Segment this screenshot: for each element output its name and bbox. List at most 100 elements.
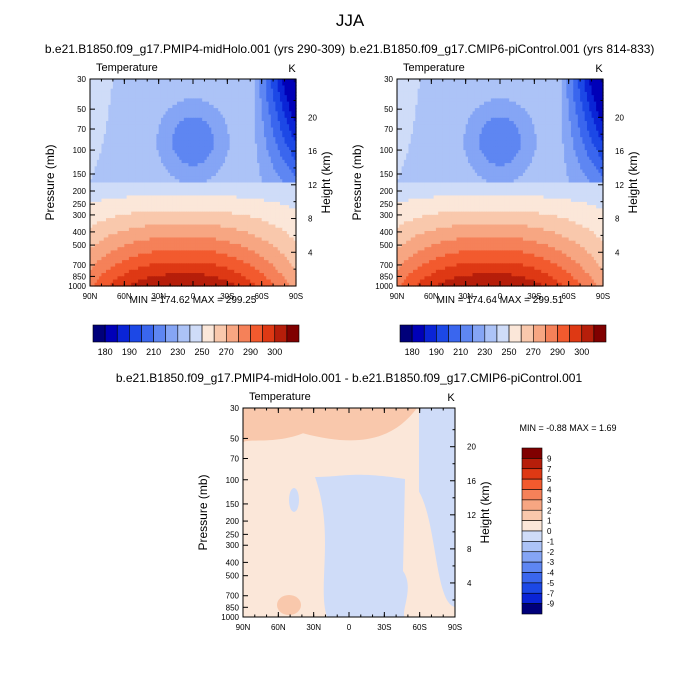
contour-cell [165, 214, 169, 219]
contour-cell [179, 243, 183, 248]
contour-cell [92, 185, 96, 190]
contour-cell [279, 163, 283, 167]
contour-cell [179, 111, 183, 116]
contour-cell [96, 182, 100, 187]
contour-cell [215, 227, 219, 232]
contour-cell [131, 211, 135, 216]
contour-cell [259, 176, 263, 180]
contour-cell [101, 150, 105, 154]
contour-cell [277, 98, 281, 103]
contour-cell [144, 150, 148, 154]
contour-cell [247, 124, 251, 129]
contour-cell [172, 91, 176, 96]
contour-cell [241, 224, 244, 229]
contour-cell [179, 114, 183, 119]
contour-cell [273, 240, 276, 245]
contour-cell [247, 224, 251, 229]
contour-cell [99, 192, 103, 197]
contour-cell [261, 124, 265, 129]
contour-cell [119, 153, 123, 158]
contour-cell [275, 150, 279, 154]
contour-cell [197, 95, 201, 99]
contour-cell [110, 208, 114, 213]
contour-cell [179, 146, 183, 151]
contour-cell [119, 179, 123, 184]
contour-cell [286, 98, 290, 103]
contour-cell [266, 250, 270, 255]
contour-cell [131, 221, 135, 226]
contour-cell [227, 114, 231, 119]
contour-cell [101, 146, 105, 151]
contour-cell [170, 188, 173, 193]
contour-cell [140, 156, 144, 161]
contour-cell [138, 150, 141, 154]
contour-cell [202, 101, 206, 106]
contour-cell [122, 150, 125, 154]
contour-cell [213, 234, 217, 239]
contour-cell [284, 240, 288, 245]
contour-cell [213, 163, 217, 167]
contour-cell [238, 159, 242, 164]
contour-cell [259, 117, 263, 122]
contour-cell [257, 205, 260, 209]
contour-cell [128, 88, 132, 93]
contour-cell [202, 208, 206, 213]
contour-cell [286, 117, 290, 122]
contour-cell [160, 169, 164, 174]
contour-cell [231, 95, 235, 99]
contour-cell [167, 247, 171, 252]
contour-cell [112, 192, 116, 197]
contour-cell [96, 221, 100, 226]
contour-cell [209, 127, 212, 132]
contour-cell [149, 169, 153, 174]
contour-cell [273, 218, 276, 222]
contour-cell [99, 108, 103, 112]
contour-cell [222, 218, 226, 222]
contour-cell [181, 114, 185, 119]
contour-cell [277, 137, 281, 142]
contour-cell [199, 104, 203, 109]
contour-cell [147, 205, 151, 209]
contour-cell [263, 121, 267, 125]
contour-cell [117, 156, 121, 161]
contour-cell [167, 127, 171, 132]
contour-cell [140, 172, 144, 177]
contour-cell [117, 79, 121, 83]
contour-cell [112, 79, 116, 83]
contour-cell [243, 101, 247, 106]
contour-cell [211, 85, 215, 90]
contour-cell [279, 133, 283, 138]
contour-cell [188, 159, 192, 164]
contour-cell [263, 182, 267, 187]
contour-cell [252, 208, 256, 213]
contour-cell [188, 79, 192, 83]
contour-cell [229, 234, 233, 239]
contour-cell [186, 231, 190, 235]
contour-cell [117, 133, 121, 138]
contour-cell [154, 163, 157, 167]
contour-cell [252, 98, 256, 103]
contour-cell [263, 201, 267, 206]
contour-cell [160, 166, 164, 171]
contour-cell [245, 176, 249, 180]
contour-cell [165, 224, 169, 229]
contour-cell [112, 114, 116, 119]
contour-cell [101, 182, 105, 187]
contour-cell [108, 247, 112, 252]
contour-cell [151, 101, 155, 106]
contour-cell [268, 231, 272, 235]
contour-cell [179, 117, 183, 122]
contour-cell [282, 121, 286, 125]
contour-cell [103, 143, 107, 148]
contour-cell [263, 82, 267, 87]
contour-cell [284, 150, 288, 154]
contour-cell [106, 98, 109, 103]
contour-cell [199, 91, 203, 96]
contour-cell [99, 211, 103, 216]
contour-cell [101, 82, 105, 87]
contour-cell [241, 104, 244, 109]
contour-cell [213, 85, 217, 90]
contour-cell [119, 182, 123, 187]
contour-cell [263, 176, 267, 180]
contour-cell [99, 104, 103, 109]
